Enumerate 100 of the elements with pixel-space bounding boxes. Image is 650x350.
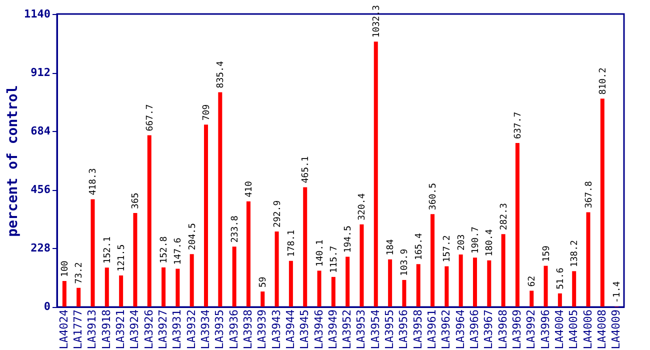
bar [558,293,562,307]
data-label: 152.8 [160,236,170,264]
x-tick-label: LA3944 [284,309,297,350]
data-label: 165.4 [414,233,424,260]
x-tick-label: LA4006 [581,310,594,350]
bar [246,201,250,307]
data-label: 204.5 [188,223,198,250]
x-tick-label: LA3958 [411,310,424,350]
x-tick-label: LA3967 [482,310,496,350]
x-tick-label: LA3918 [100,310,113,350]
x-tick-label: LA3946 [312,310,326,350]
data-label: 465.1 [301,156,312,184]
x-tick-label: LA3935 [213,310,226,350]
x-tick-label: LA4009 [610,310,623,350]
bar [62,280,66,307]
bar [572,271,576,307]
data-label: 365 [131,192,142,209]
data-label: 367.8 [584,181,594,208]
data-label: 184 [386,239,396,256]
data-label: 292.9 [272,200,283,228]
data-label: 62 [528,276,538,287]
x-tick-label: LA3953 [354,310,368,350]
y-tick-label: 228 [30,242,50,255]
bar [232,246,236,307]
bar [360,224,364,307]
data-label: 190.7 [470,226,481,254]
bar [218,92,222,307]
bar [402,280,406,307]
data-label: 194.5 [344,226,354,253]
bar [586,212,590,307]
y-tick-label: 912 [30,66,50,80]
data-label: 810.2 [598,68,608,95]
y-tick-label: 684 [30,124,51,138]
y-tick-label: 1140 [24,8,50,20]
data-label: 180.4 [485,229,496,256]
bar [76,288,81,307]
bar [176,268,180,307]
data-label: 152.1 [102,236,113,264]
data-label: 103.9 [400,248,410,276]
x-tick-label: LA3945 [298,310,312,350]
x-tick-label: LA3962 [440,310,453,350]
y-tick-label: 456 [30,183,51,196]
data-label: 667.7 [145,104,156,132]
data-label: 147.6 [174,238,184,265]
bar [90,199,95,307]
x-tick-label: LA3927 [156,310,170,350]
bar [388,259,392,307]
x-tick-label: LA3931 [170,310,184,350]
x-tick-label: LA4004 [552,309,566,350]
x-tick-label: LA3932 [184,310,198,350]
data-label: 121.5 [117,244,128,272]
x-tick-label: LA4024 [57,309,70,350]
bar [119,275,124,307]
x-tick-label: LA3996 [538,310,552,350]
data-label: 282.3 [499,203,510,230]
x-tick-label: LA3956 [397,310,410,350]
data-label: 157.2 [442,235,453,262]
data-label: 360.5 [428,183,439,210]
data-label: 1032.3 [372,5,382,38]
bar [331,276,336,307]
bar [430,214,435,307]
data-label: 709 [202,104,212,121]
bar [288,260,293,307]
data-label: 100 [60,260,70,277]
bar [416,264,420,307]
x-tick-label: LA3992 [524,310,538,350]
bar [133,212,138,307]
bar [147,135,152,307]
bar [162,267,166,307]
x-tick-label: LA3964 [454,309,467,350]
bar [317,270,322,307]
bar [487,260,492,307]
x-tick-label: LA3952 [340,310,354,350]
bar [374,42,378,307]
x-tick-label: LA3943 [270,310,283,350]
bar [104,268,109,307]
x-tick-label: LA3969 [510,310,524,350]
x-tick-label: LA1777 [72,310,85,350]
data-label: 203 [456,234,467,251]
bar [544,266,548,307]
data-label: 835.4 [216,61,226,88]
data-label: 51.6 [556,268,566,290]
bar [274,231,279,307]
x-tick-label: LA3968 [496,310,510,350]
data-label: 320.4 [358,193,368,220]
x-tick-label: LA3955 [383,310,396,350]
data-label: 140.1 [315,240,326,267]
data-label: 73.2 [74,262,85,284]
bar [501,234,506,307]
bar [260,291,265,307]
x-tick-label: LA3949 [326,310,340,350]
data-label: 138.2 [570,240,580,268]
data-label: 233.8 [230,216,240,243]
data-label: 115.7 [329,246,340,273]
data-label: 59 [258,276,269,288]
x-tick-label: LA4008 [595,310,608,350]
x-tick-label: LA3921 [114,310,128,350]
x-tick-label: LA3954 [368,309,382,350]
bar [472,258,477,307]
x-tick-label: LA3938 [241,310,254,350]
